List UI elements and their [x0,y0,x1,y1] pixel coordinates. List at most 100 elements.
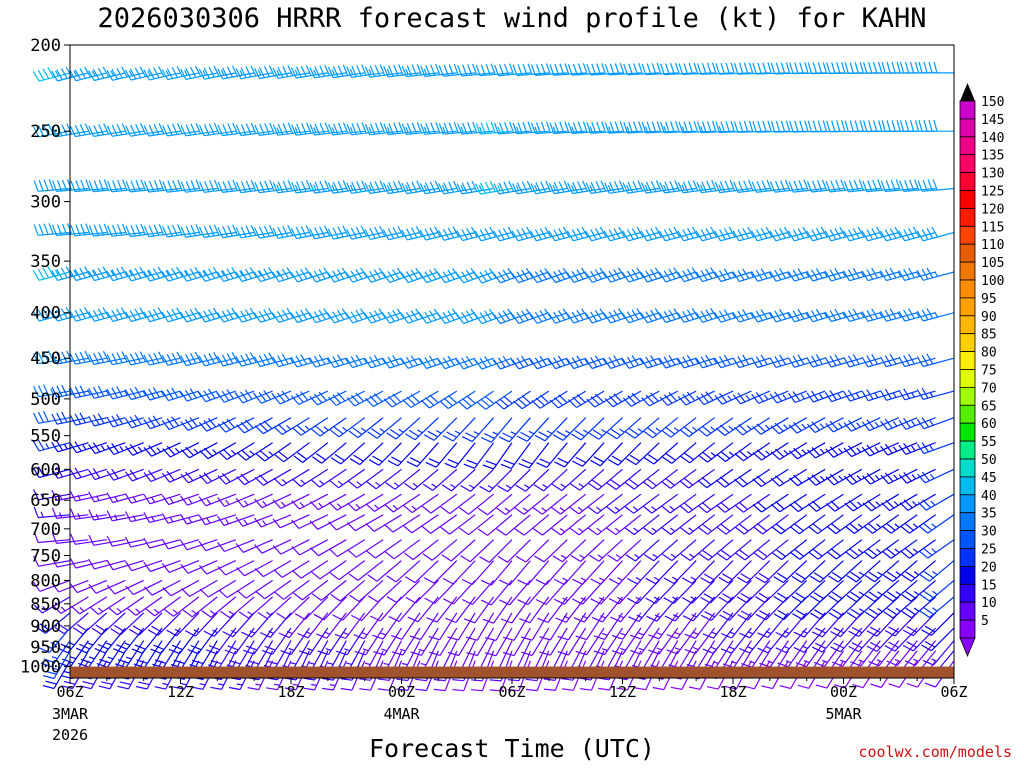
wind-barb [808,539,844,560]
wind-barb [365,390,402,408]
wind-barb [384,493,421,513]
wind-barb [125,223,163,238]
wind-barb [51,223,89,237]
wind-barb [917,179,955,192]
wind-barb [718,560,752,584]
colorbar-swatch [959,440,976,460]
wind-barb [661,417,697,438]
wind-barb [700,560,734,584]
colorbar-label: 95 [981,292,997,307]
wind-barb [902,612,937,637]
wind-barb [630,612,660,640]
wind-barb [346,122,384,136]
wind-barb [96,640,126,668]
wind-barb [661,468,697,489]
wind-barb [844,62,881,74]
wind-barb [551,493,587,515]
terrain-fill [70,666,954,678]
wind-barb [143,66,181,81]
wind-barb [51,123,89,138]
wind-barb [125,579,163,596]
wind-barb [33,350,71,365]
wind-barb [825,442,863,458]
wind-barb [180,224,218,238]
wind-barb [438,180,476,195]
wind-barb [530,180,568,195]
wind-barb [429,627,458,656]
wind-barb [310,468,347,488]
wind-barb [272,390,310,405]
wind-barb [623,62,660,76]
wind-barb [790,514,826,535]
wind-barb [862,468,900,485]
wind-barb [88,66,126,82]
wind-barb [899,61,936,74]
x-tick-label: 12Z [167,683,194,701]
wind-barb [679,468,715,489]
wind-barb [590,442,623,467]
wind-barb [180,468,218,484]
wind-barb [254,514,292,528]
wind-barb [367,560,402,582]
wind-barb [274,579,310,600]
wind-barb [181,579,218,597]
wind-barb [807,62,844,75]
wind-barb [733,417,771,436]
wind-barb [536,442,568,468]
wind-barb [59,640,89,668]
wind-barb [882,539,918,559]
wind-barb [557,627,587,656]
wind-barb [770,468,808,487]
wind-barb [770,417,808,435]
wind-barb [807,120,844,133]
wind-barb [145,596,181,617]
wind-barb [846,596,881,620]
wind-barb [291,539,329,556]
wind-barb [733,120,770,133]
wind-barb [530,63,568,76]
x-tick-year: 2026 [52,726,88,744]
colorbar-label: 50 [981,453,997,468]
wind-barb [916,226,955,242]
colorbar-bottom-arrow [959,637,976,658]
wind-barb [293,442,329,463]
wind-barb [606,468,642,490]
wind-barb [716,442,752,462]
wind-barb [33,179,71,192]
wind-barb [124,66,163,81]
wind-barb [273,417,310,436]
wind-barb [827,539,863,560]
wind-barb [826,120,862,133]
wind-barb [347,493,384,512]
wind-barb [187,627,218,655]
wind-barb [235,65,273,80]
wind-barb [622,390,660,407]
wind-barb [106,442,144,456]
wind-barb [161,66,200,81]
wind-barb [162,224,199,238]
wind-barb [641,121,678,134]
wind-barb [51,532,89,544]
wind-barb [329,468,366,489]
wind-barb [755,579,789,604]
wind-barb [403,493,439,514]
wind-barb [587,493,623,515]
y-tick-label: 750 [30,546,61,566]
wind-barb [369,596,402,622]
wind-barb [880,468,918,485]
colorbar-label: 35 [981,507,997,522]
wind-barb [463,596,495,624]
y-tick-label: 300 [30,193,61,213]
wind-barb [401,180,439,195]
wind-barb [310,560,347,580]
wind-barb [346,225,384,240]
wind-barb [126,596,163,616]
colorbar-label: 65 [981,399,997,414]
wind-barb [364,225,402,240]
wind-barb [311,579,347,601]
wind-barb [901,560,936,582]
y-tick-label: 500 [30,390,61,410]
wind-barb [423,417,458,441]
wind-barb [309,122,347,136]
wind-barb [330,442,366,465]
